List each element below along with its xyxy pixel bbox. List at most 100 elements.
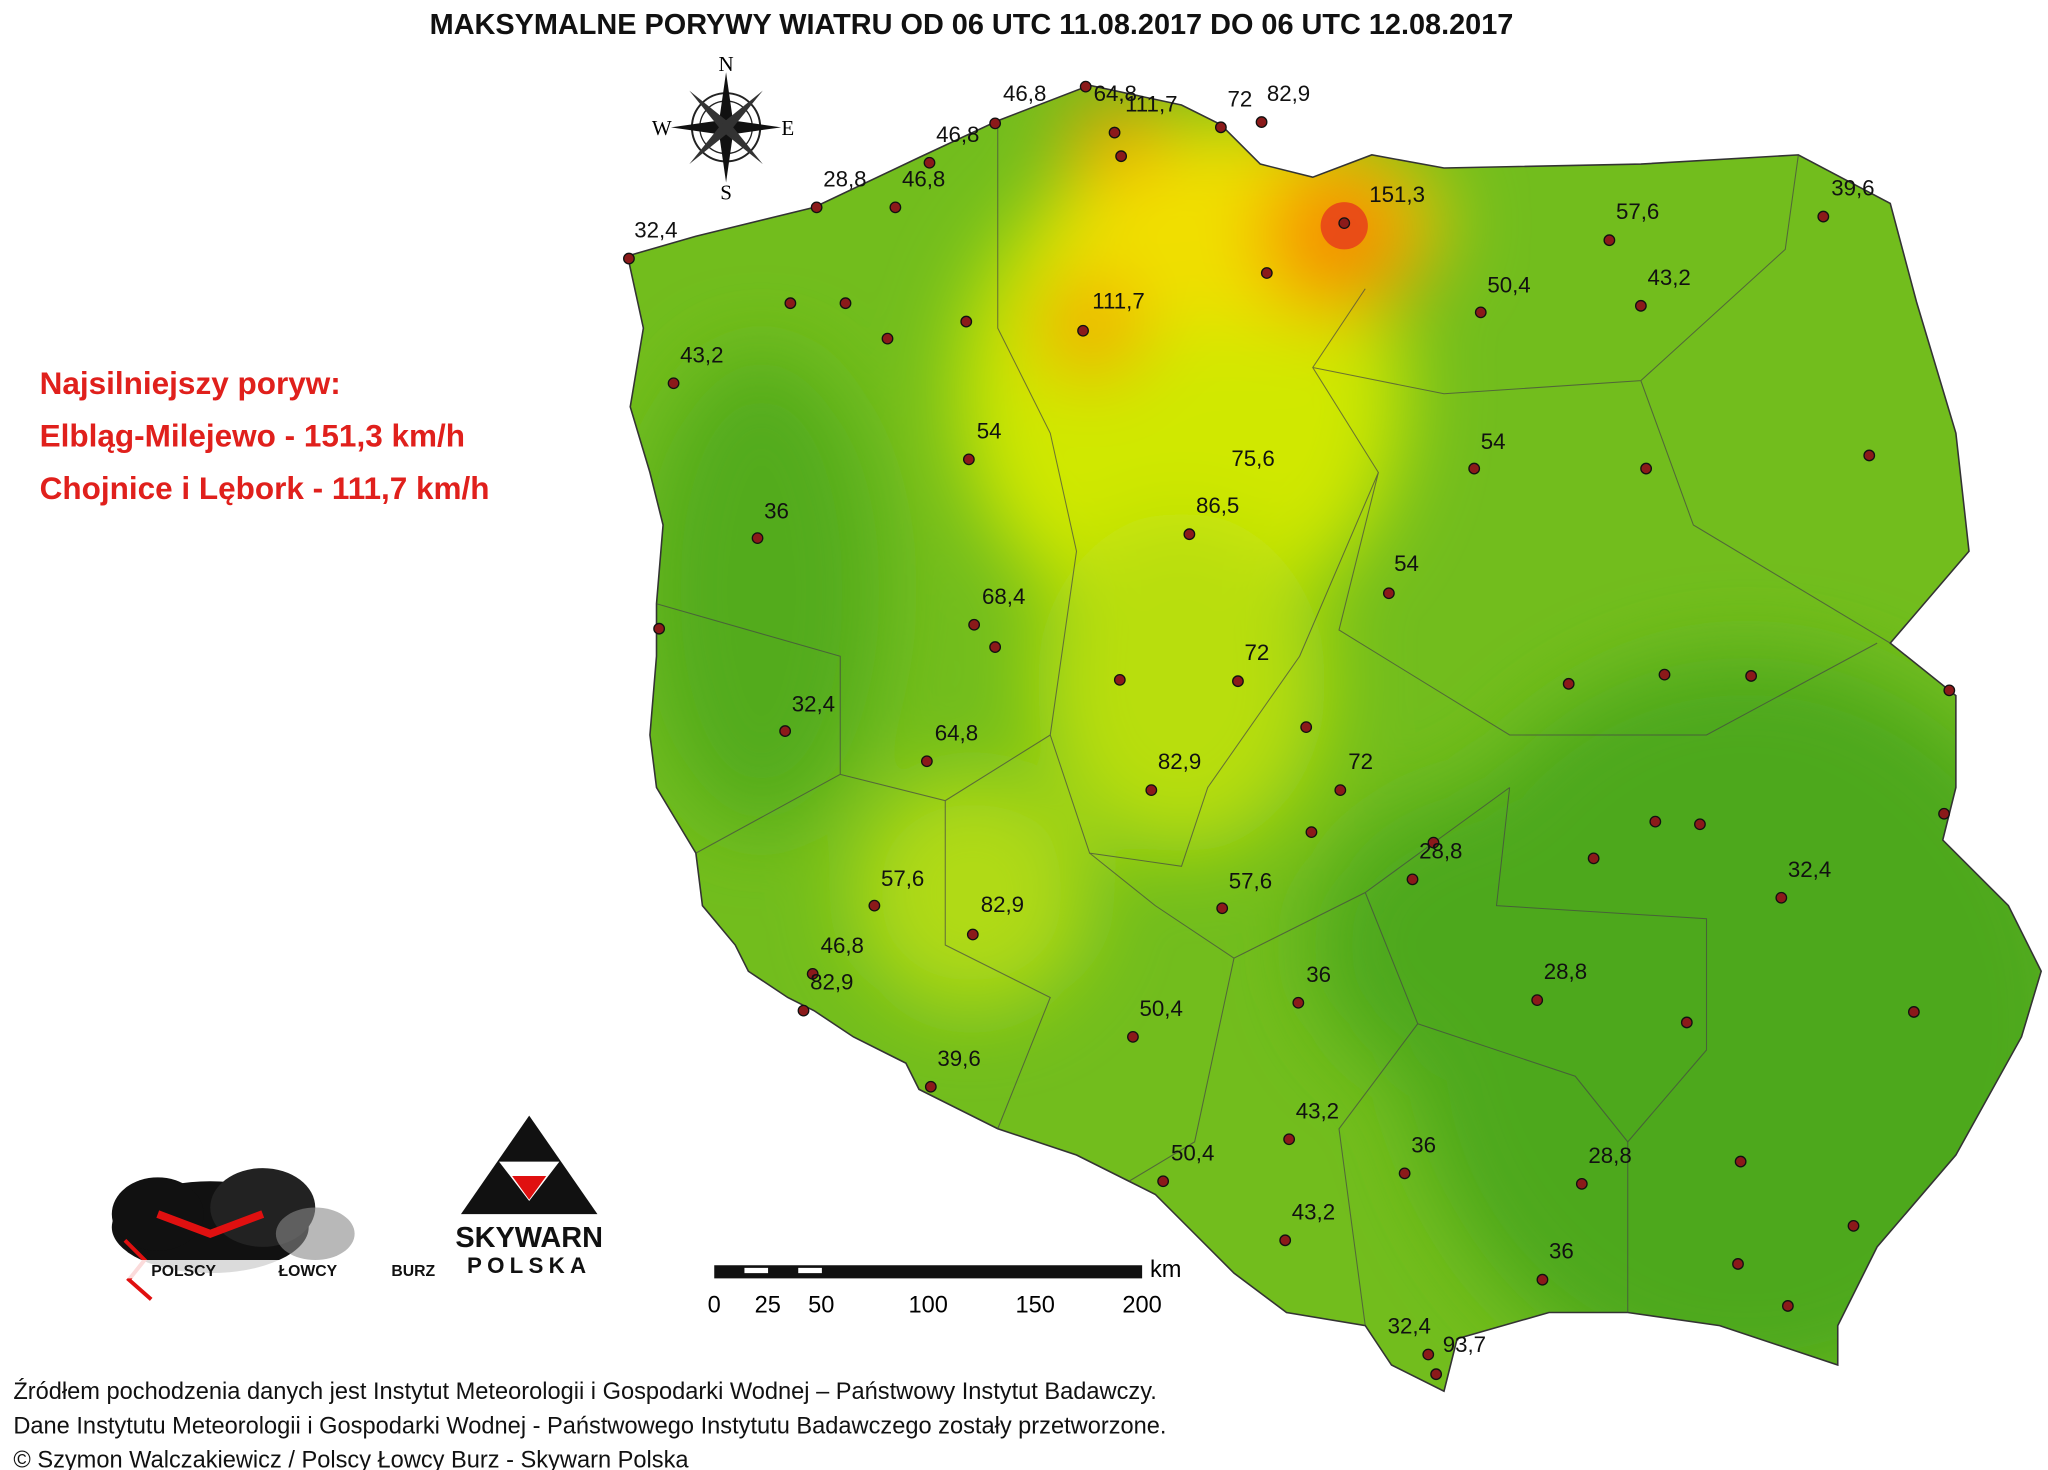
station-dot: [779, 725, 792, 737]
station-dot: [784, 297, 797, 310]
station-dot: [1398, 1167, 1411, 1180]
station-label: 32,4: [634, 218, 677, 243]
station-dot: [1847, 1219, 1860, 1232]
compass-w: W: [652, 116, 672, 140]
station-label: 50,4: [1140, 996, 1183, 1021]
station-dot: [1943, 684, 1956, 697]
station-dot: [1658, 668, 1671, 681]
station-dot: [1279, 1234, 1292, 1247]
station-dot: [1382, 587, 1395, 600]
logo-text: POLSKA: [467, 1253, 591, 1278]
station-dot: [1745, 670, 1758, 682]
region-borders: [656, 120, 1891, 1326]
station-dot: [1115, 150, 1128, 163]
footer-line: Dane Instytutu Meteorologii i Gospodarki…: [13, 1413, 1166, 1439]
station-dot: [868, 899, 881, 912]
station-label: 36: [1549, 1239, 1574, 1264]
station-dot: [1474, 306, 1487, 319]
wind-field: [627, 85, 2042, 1392]
station-label: 54: [1481, 429, 1506, 454]
station-dot: [1108, 126, 1121, 139]
highlight-heading: Najsilniejszy poryw:: [40, 365, 341, 401]
station-dot: [1260, 267, 1273, 279]
station-dot: [1406, 873, 1419, 886]
station-dot: [653, 622, 666, 635]
station-dot: [889, 201, 902, 214]
station-dot: [1077, 324, 1089, 337]
station-label: 32,4: [792, 691, 835, 716]
compass-s: S: [720, 181, 732, 205]
station-dot: [1305, 826, 1318, 839]
station-label: 75,6: [1231, 446, 1274, 471]
compass-n: N: [718, 52, 733, 76]
station-dot: [1214, 121, 1227, 134]
scale-bar: 0 25 50 100 150 200 km: [708, 1257, 1182, 1318]
station-dot: [989, 641, 1002, 653]
station-label: 68,4: [982, 584, 1025, 609]
station-dot: [1562, 677, 1575, 690]
scale-label: 100: [908, 1293, 947, 1319]
station-label: 43,2: [680, 342, 723, 367]
station-label: 64,8: [1094, 81, 1137, 106]
station-label: 32,4: [1788, 857, 1831, 882]
logo-text: POLSCY: [151, 1263, 216, 1280]
station-label: 111,7: [1092, 288, 1145, 313]
logo-polscy-lowcy-burz: POLSCY ŁOWCY BURZ: [111, 1168, 454, 1301]
station-dot: [1232, 675, 1244, 688]
station-dot: [924, 1080, 937, 1093]
station-label: 28,8: [1544, 959, 1587, 984]
scale-label: 25: [755, 1293, 781, 1319]
station-label: 57,6: [881, 866, 924, 891]
station-dot: [1781, 1300, 1794, 1312]
station-dot: [623, 252, 635, 265]
footer-line: © Szymon Walczakiewicz / Polscy Łowcy Bu…: [13, 1447, 689, 1470]
station-label: 36: [764, 498, 789, 523]
station-dot: [1640, 462, 1653, 475]
station-label: 43,2: [1296, 1098, 1339, 1123]
station-label: 54: [977, 418, 1002, 443]
station-dot: [1575, 1177, 1588, 1190]
station-label: 93,7: [1443, 1332, 1486, 1357]
station-dot: [1732, 1258, 1744, 1270]
station-label: 72: [1227, 86, 1252, 111]
station-dot: [1283, 1133, 1296, 1146]
station-dot: [1775, 891, 1788, 904]
station-dot: [1734, 1155, 1747, 1168]
station-dot: [1422, 1348, 1435, 1361]
logo-text: BURZ: [391, 1263, 435, 1280]
logo-skywarn: SKYWARN POLSKA: [455, 1115, 603, 1278]
station-dot: [920, 755, 933, 768]
station-label: 82,9: [1267, 81, 1310, 106]
station-dot: [1907, 1006, 1920, 1018]
station-dot: [1427, 836, 1440, 849]
station-label: 46,8: [821, 933, 864, 958]
station-dot: [1680, 1016, 1693, 1029]
station-label: 86,5: [1196, 493, 1239, 518]
station-label: 82,9: [981, 892, 1024, 917]
station-dot: [1430, 1368, 1443, 1381]
station-label: 151,3: [1369, 182, 1425, 207]
station-dot: [839, 297, 852, 310]
station-label: 82,9: [1158, 749, 1201, 774]
station-label: 46,8: [902, 166, 945, 191]
station-dot: [1468, 462, 1481, 475]
station-label: 82,9: [810, 970, 853, 995]
station-label: 36: [1411, 1132, 1436, 1157]
station-dot: [1603, 234, 1616, 247]
station-dot: [1938, 807, 1950, 820]
station-dot: [1145, 784, 1158, 797]
station-label: 72: [1348, 749, 1373, 774]
logo-text: ŁOWCY: [279, 1263, 338, 1280]
station-dot: [797, 1004, 810, 1017]
station-label: 111,7: [1125, 92, 1178, 117]
station-dot: [1334, 784, 1347, 797]
station-dot: [1300, 721, 1313, 734]
station-dot: [966, 928, 979, 941]
station-dot: [1694, 818, 1706, 831]
station-label: 57,6: [1229, 869, 1272, 894]
scale-label: 0: [708, 1293, 721, 1319]
station-label: 43,2: [1647, 265, 1690, 290]
station-dot: [989, 117, 1002, 130]
